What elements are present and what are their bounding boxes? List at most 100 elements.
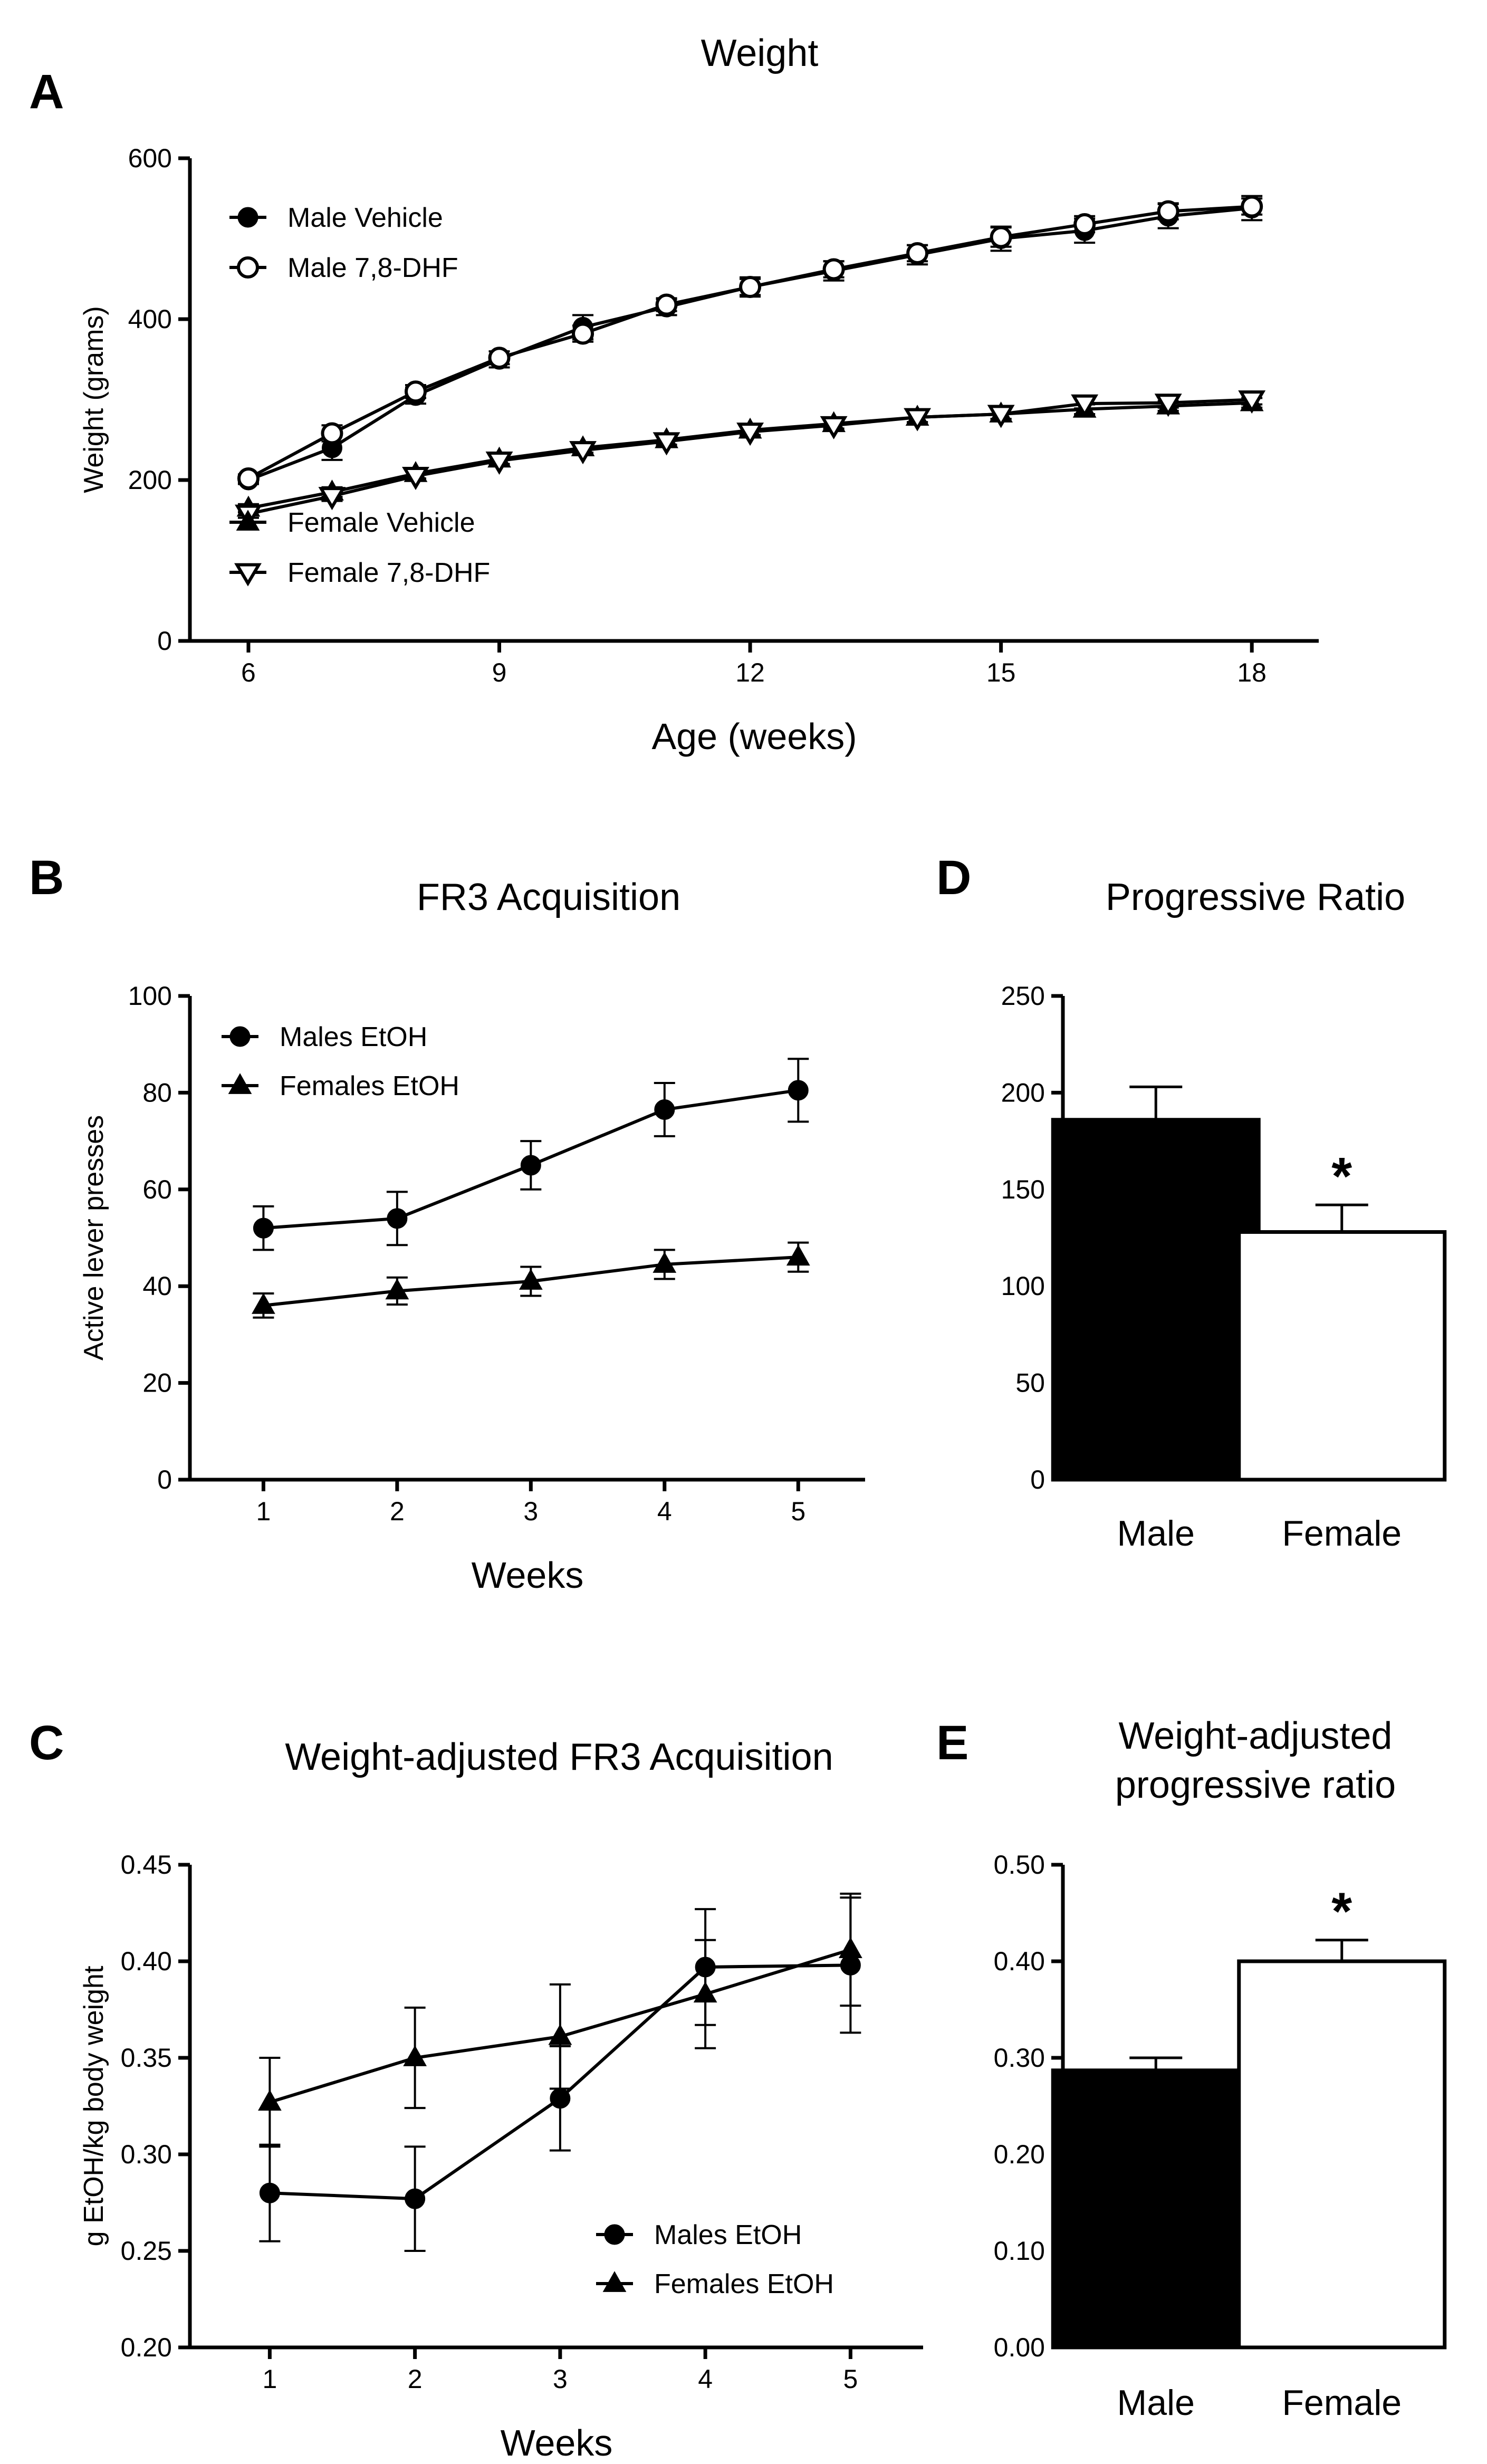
data-point (485, 452, 513, 475)
y-tick-label: 0 (157, 1465, 172, 1494)
y-tick-label: 150 (1001, 1175, 1045, 1204)
y-tick-label: 200 (1001, 1078, 1045, 1107)
y-tick-label: 0.25 (121, 2236, 172, 2266)
legend-item-males-etoh: Males EtOH (222, 1022, 427, 1052)
chart-title: FR3 Acquisition (417, 876, 680, 918)
data-point (693, 1981, 717, 2003)
data-point (405, 380, 427, 403)
series-females-etoh (252, 1241, 810, 1319)
x-tick-label: 4 (698, 2364, 713, 2394)
panel-a-weight: A Weight 0 200 400 600 6 9 12 15 18 Age (weeks) Weig… (29, 32, 1319, 757)
y-tick-label: 100 (1001, 1271, 1045, 1301)
data-point (572, 322, 594, 345)
chart-title: Weight (701, 32, 819, 74)
data-point (387, 1208, 408, 1229)
series-males-etoh (253, 1058, 809, 1251)
x-axis-title: Weeks (472, 1555, 584, 1596)
data-point (550, 2088, 571, 2109)
x-tick-label: 4 (657, 1497, 672, 1526)
x-tick-label: 2 (390, 1497, 405, 1526)
series-males-etoh (259, 1896, 861, 2252)
data-point (548, 2024, 572, 2045)
data-point (569, 441, 597, 465)
bar-group-male: Male (1051, 2056, 1261, 2423)
data-point (321, 422, 343, 445)
data-point (402, 466, 429, 490)
y-axis-title: Weight (grams) (79, 306, 109, 493)
y-tick-label: 50 (1015, 1368, 1045, 1398)
x-tick-label: 9 (492, 658, 507, 687)
series-male-7-8-dhf (237, 195, 1263, 490)
y-tick-label: 100 (128, 981, 172, 1011)
data-point (1157, 200, 1179, 223)
legend-marker (228, 1073, 252, 1094)
legend-item-female-7-8-dhf: Female 7,8-DHF (229, 558, 490, 588)
y-tick-label: 200 (128, 465, 172, 495)
bar-group-female: * Female (1237, 1147, 1447, 1554)
panel-c-weight-adjusted-fr3: C Weight-adjusted FR3 Acquisition 0.20 0.25… (29, 1716, 923, 2463)
legend-group: Male Vehicle Male 7,8-DHF (229, 203, 458, 283)
y-tick-label: 80 (142, 1078, 172, 1107)
y-tick-label: 0.35 (121, 2043, 172, 2073)
data-point (259, 2182, 280, 2203)
y-axis-title: Active lever presses (79, 1115, 109, 1360)
data-point (786, 1244, 810, 1266)
data-point (788, 1080, 809, 1101)
y-axis-title: g EtOH/kg body weight (79, 1966, 109, 2246)
panel-label: A (29, 65, 64, 119)
y-tick-label: 0.00 (994, 2333, 1045, 2362)
legend-label: Female Vehicle (287, 507, 475, 538)
legend-marker (234, 563, 262, 587)
x-tick-label: 5 (791, 1497, 805, 1526)
x-tick-label: 3 (553, 2364, 568, 2394)
y-tick-label: 0.20 (994, 2140, 1045, 2169)
y-tick-label: 0 (1030, 1465, 1045, 1494)
legend-label: Males EtOH (280, 1022, 427, 1052)
data-point (655, 293, 678, 316)
y-tick-label: 400 (128, 304, 172, 334)
data-point (1238, 390, 1266, 414)
chart-title: Progressive Ratio (1106, 876, 1405, 918)
legend-marker (236, 510, 260, 531)
bar-male (1051, 1118, 1261, 1482)
bar-female (1237, 1959, 1447, 2350)
y-tick-label: 0.20 (121, 2333, 172, 2362)
series-female-7-8-dhf (235, 390, 1266, 528)
data-point (739, 276, 762, 298)
bar-male (1051, 2068, 1261, 2350)
panel-e-weight-adjusted-pr: E Weight-adjusted progressive ratio 0.00 0.1… (936, 1715, 1447, 2423)
y-tick-label: 60 (142, 1175, 172, 1204)
y-tick-label: 250 (1001, 981, 1045, 1011)
panel-label: B (29, 851, 64, 905)
legend-label: Male 7,8-DHF (287, 253, 458, 283)
y-tick-label: 40 (142, 1271, 172, 1301)
data-point (906, 242, 929, 264)
x-axis-title: Weeks (501, 2422, 613, 2463)
data-point (653, 1252, 677, 1273)
chart-title: Weight-adjusted FR3 Acquisition (285, 1736, 833, 1778)
bar-female (1237, 1230, 1447, 1482)
legend-label: Males EtOH (654, 2220, 802, 2250)
data-point (820, 416, 848, 439)
legend-item-females-etoh: Females EtOH (596, 2269, 834, 2299)
data-point (318, 487, 346, 511)
chart-title-line: Weight-adjusted (1119, 1715, 1393, 1757)
legend-marker (602, 2271, 627, 2292)
x-tick-label: 1 (256, 1497, 271, 1526)
x-tick-label: 6 (241, 658, 256, 687)
x-tick-label: 2 (408, 2364, 423, 2394)
y-tick-label: 0.30 (121, 2140, 172, 2169)
y-tick-label: 0 (157, 626, 172, 656)
legend-item-male-7-8-dhf: Male 7,8-DHF (229, 253, 458, 283)
data-point (1071, 394, 1099, 418)
x-tick-label: 18 (1237, 658, 1267, 687)
data-point (990, 226, 1012, 248)
category-label: Female (1282, 1513, 1402, 1554)
panel-d-progressive-ratio: D Progressive Ratio 0 50 100 150 200 250 Male * Fe… (936, 851, 1447, 1554)
legend-item-female-vehicle: Female Vehicle (229, 507, 475, 538)
y-tick-label: 0.40 (121, 1947, 172, 1976)
data-point (488, 347, 511, 369)
data-point (403, 2045, 427, 2066)
y-tick-label: 0.45 (121, 1850, 172, 1880)
data-point (237, 467, 260, 490)
